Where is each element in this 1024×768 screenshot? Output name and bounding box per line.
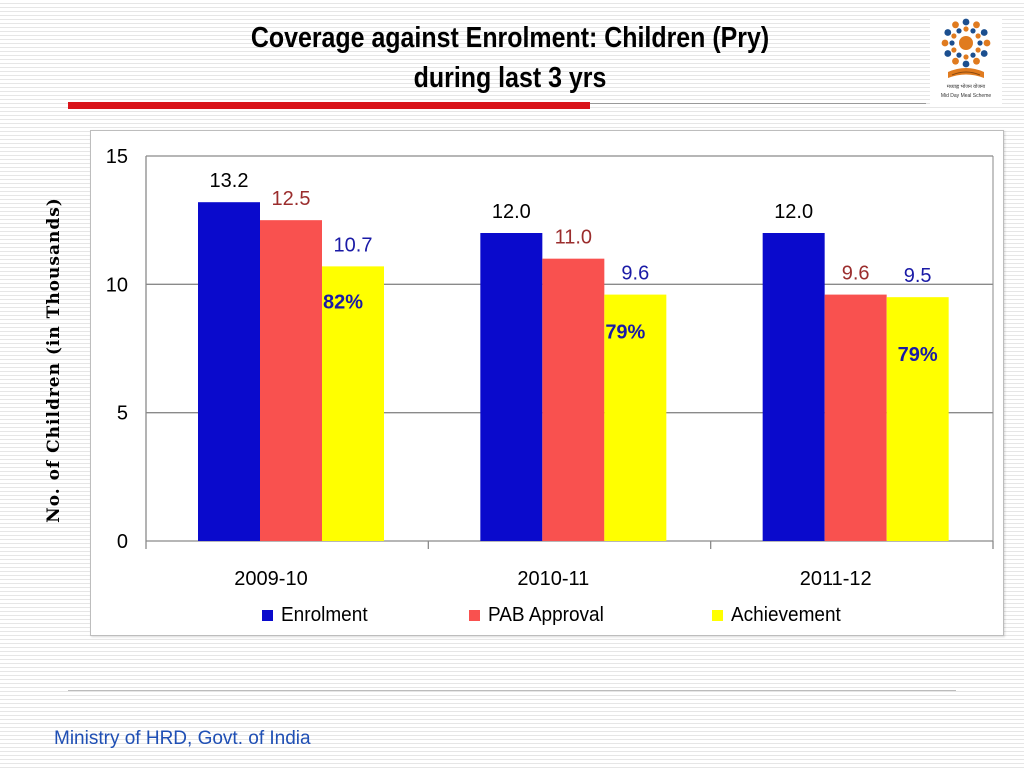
- footer-rule: [68, 690, 956, 691]
- bar-achievement-2009-10: [322, 266, 384, 541]
- slide-title-line1: Coverage against Enrolment: Children (Pr…: [250, 22, 770, 54]
- data-label-achievement-2010-11: 9.6: [621, 263, 649, 285]
- legend-item-enrolment: Enrolment: [262, 603, 372, 627]
- bar-enrolment-2010-11: [480, 233, 543, 541]
- y-tick-label-5: 5: [117, 403, 128, 425]
- y-tick-label-0: 0: [117, 531, 128, 553]
- x-tick-label-2011-12: 2011-12: [800, 568, 872, 590]
- data-label-enrolment-2011-12: 12.0: [774, 201, 813, 223]
- bar-enrolment-2009-10: [198, 202, 260, 541]
- bar-pab-approval-2009-10: [260, 220, 322, 541]
- bar-pab-approval-2010-11: [542, 258, 605, 541]
- y-tick-label-10: 10: [106, 274, 128, 296]
- title-underline-red: [68, 102, 590, 109]
- mid-day-meal-logo: मध्याह्न भोजन योजना Mid Day Meal Scheme: [930, 16, 1002, 106]
- legend-item-achievement: Achievement: [712, 603, 847, 627]
- mid-day-meal-logo-icon: [941, 18, 991, 78]
- legend-label-pab-approval: PAB Approval: [488, 603, 604, 626]
- data-label-pab-approval-2009-10: 12.5: [272, 188, 311, 210]
- slide-title: Coverage against Enrolment: Children (Pr…: [200, 18, 819, 98]
- achievement-percent-2009-10: 82%: [323, 291, 363, 313]
- legend-label-enrolment: Enrolment: [281, 603, 368, 626]
- bar-achievement-2010-11: [604, 294, 667, 541]
- slide-title-line2: during last 3 yrs: [413, 62, 607, 94]
- logo-caption-english: Mid Day Meal Scheme: [940, 93, 992, 99]
- x-tick-label-2010-11: 2010-11: [517, 568, 589, 590]
- achievement-percent-2011-12: 79%: [898, 344, 938, 366]
- bar-enrolment-2011-12: [762, 233, 825, 541]
- data-label-enrolment-2009-10: 13.2: [210, 170, 249, 192]
- footer-text: Ministry of HRD, Govt. of India: [54, 728, 311, 749]
- data-label-achievement-2009-10: 10.7: [334, 234, 373, 256]
- y-tick-label-15: 15: [106, 146, 128, 168]
- legend-swatch-pab-approval: [469, 609, 480, 621]
- data-label-pab-approval-2011-12: 9.6: [842, 263, 870, 285]
- achievement-percent-2010-11: 79%: [605, 322, 645, 344]
- logo-caption-hindi: मध्याह्न भोजन योजना: [946, 84, 986, 90]
- legend-label-achievement: Achievement: [731, 603, 841, 626]
- y-axis-label: No. of Children (in Thousands): [44, 197, 64, 523]
- data-label-enrolment-2010-11: 12.0: [492, 201, 531, 223]
- legend-swatch-achievement: [712, 609, 723, 621]
- legend-swatch-enrolment: [262, 609, 273, 621]
- data-label-achievement-2011-12: 9.5: [904, 265, 932, 287]
- bar-achievement-2011-12: [886, 297, 949, 541]
- bar-pab-approval-2011-12: [824, 294, 887, 541]
- title-underline-grey: [590, 103, 926, 104]
- data-label-pab-approval-2010-11: 11.0: [555, 227, 592, 249]
- legend-item-pab-approval: PAB Approval: [469, 603, 610, 627]
- x-tick-label-2009-10: 2009-10: [234, 568, 307, 590]
